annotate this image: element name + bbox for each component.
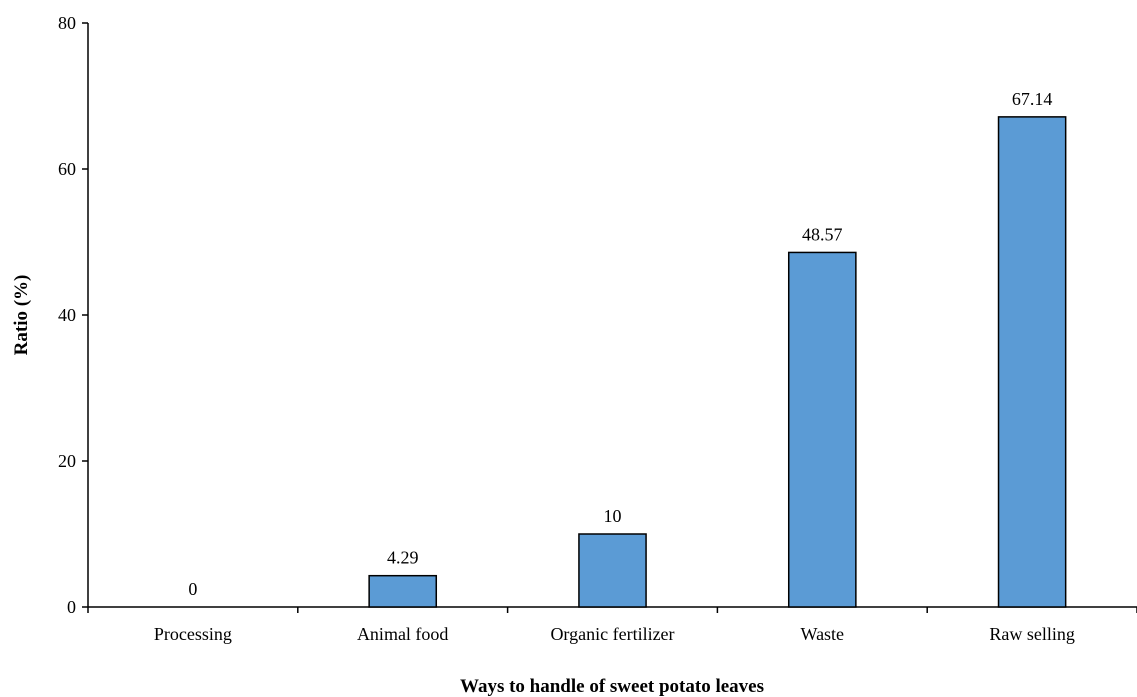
- x-tick-label: Raw selling: [989, 624, 1075, 644]
- data-label: 10: [604, 506, 622, 526]
- x-tick-label: Organic fertilizer: [550, 624, 674, 644]
- y-tick-label: 20: [58, 451, 76, 471]
- bar: [789, 252, 856, 607]
- x-axis-title: Ways to handle of sweet potato leaves: [460, 676, 764, 697]
- bar: [999, 117, 1066, 607]
- x-tick-label: Waste: [801, 624, 845, 644]
- x-tick-label: Processing: [154, 624, 232, 644]
- x-tick-label: Animal food: [357, 624, 449, 644]
- y-axis-title: Ratio (%): [11, 275, 32, 356]
- data-label: 67.14: [1012, 89, 1053, 109]
- y-tick-label: 60: [58, 159, 76, 179]
- bar: [369, 576, 436, 607]
- y-tick-label: 40: [58, 305, 76, 325]
- data-label: 4.29: [387, 548, 419, 568]
- y-tick-label: 80: [58, 13, 76, 33]
- data-label: 48.57: [802, 224, 843, 244]
- plot-area: 0 20 40 60 80 0 Processing 4.29 Animal food 10 Org…: [58, 13, 1137, 644]
- bar: [579, 534, 646, 607]
- data-label: 0: [188, 579, 197, 599]
- y-tick-label: 0: [67, 597, 76, 617]
